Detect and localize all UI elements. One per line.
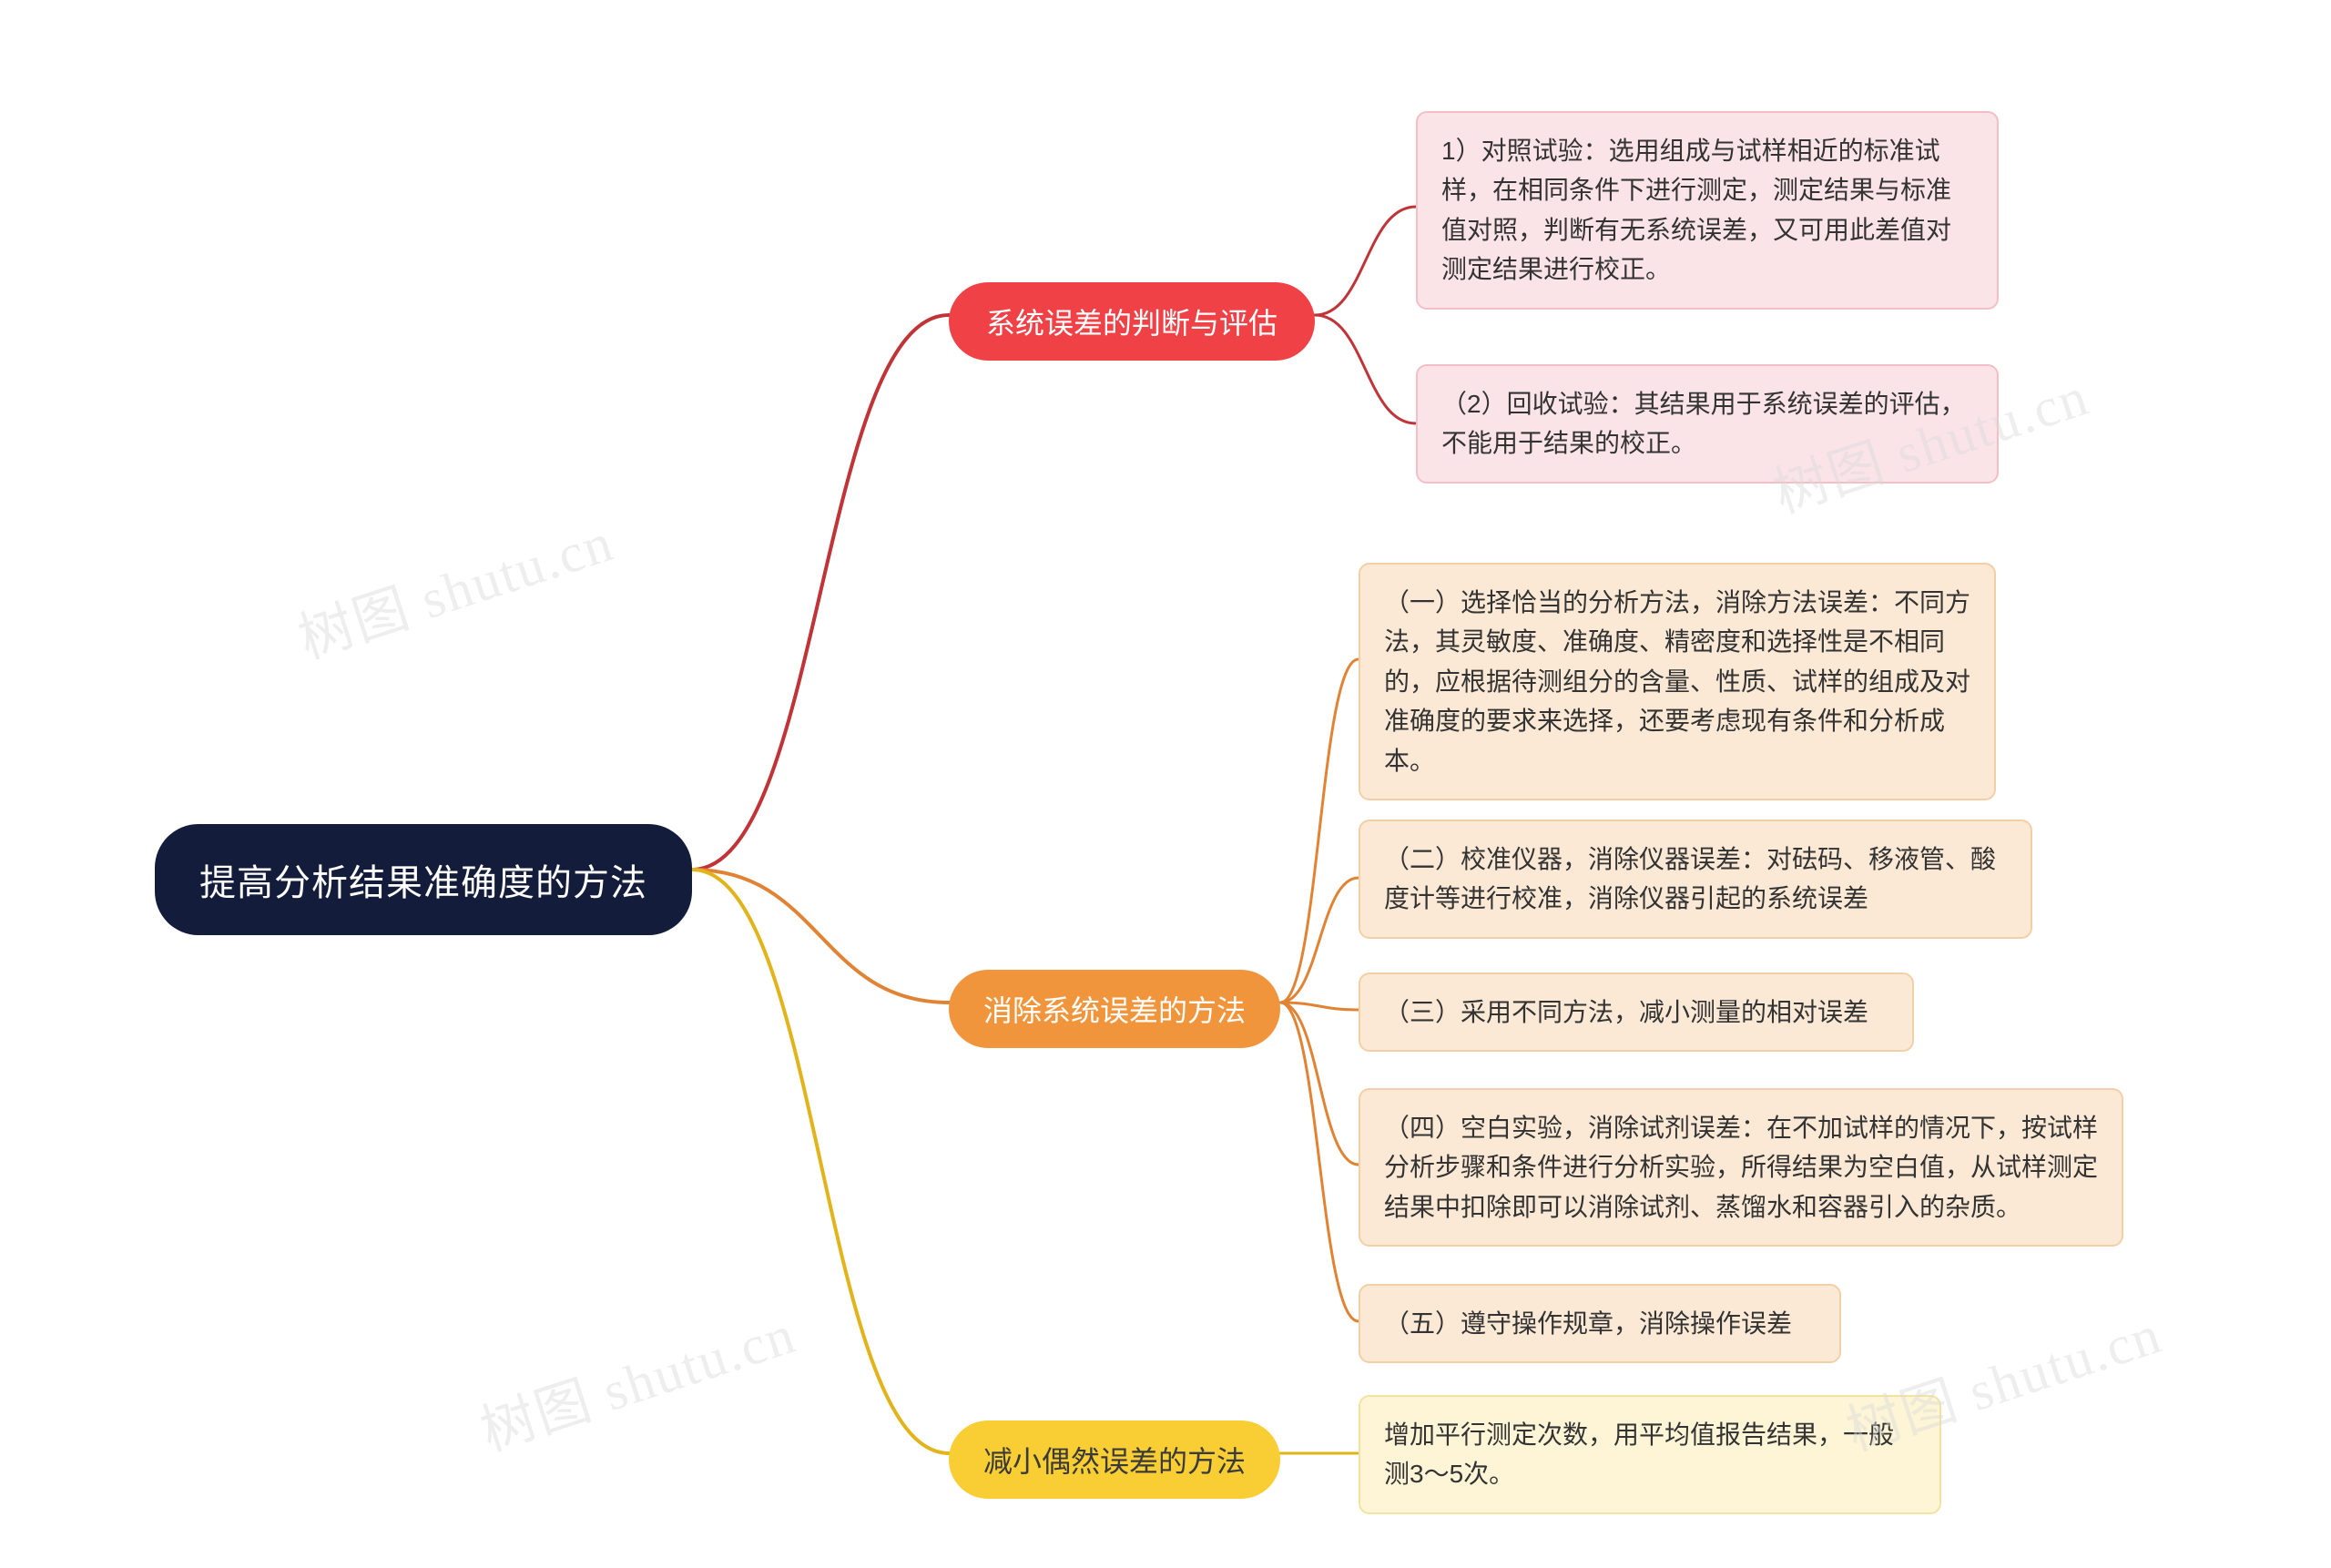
branch-b2[interactable]: 消除系统误差的方法 [949,970,1280,1048]
leaf-b2c5[interactable]: （五）遵守操作规章，消除操作误差 [1359,1284,1841,1363]
branch-b3[interactable]: 减小偶然误差的方法 [949,1420,1280,1499]
leaf-b2c3[interactable]: （三）采用不同方法，减小测量的相对误差 [1359,972,1914,1052]
leaf-b2c1[interactable]: （一）选择恰当的分析方法，消除方法误差：不同方法，其灵敏度、准确度、精密度和选择… [1359,563,1996,800]
leaf-b3c1[interactable]: 增加平行测定次数，用平均值报告结果，一般测3～5次。 [1359,1395,1941,1514]
branch-b1[interactable]: 系统误差的判断与评估 [949,282,1315,361]
leaf-b2c4[interactable]: （四）空白实验，消除试剂误差：在不加试样的情况下，按试样分析步骤和条件进行分析实… [1359,1088,2123,1247]
leaf-b1c1[interactable]: 1）对照试验：选用组成与试样相近的标准试样，在相同条件下进行测定，测定结果与标准… [1416,111,1999,310]
leaf-b2c2[interactable]: （二）校准仪器，消除仪器误差：对砝码、移液管、酸度计等进行校准，消除仪器引起的系… [1359,820,2032,939]
mindmap-canvas: { "root": { "text": "提高分析结果准确度的方法", "bg"… [0,0,2331,1568]
watermark: 树图 shutu.cn [469,1290,804,1467]
root-node[interactable]: 提高分析结果准确度的方法 [155,824,692,935]
leaf-b1c2[interactable]: （2）回收试验：其结果用于系统误差的评估，不能用于结果的校正。 [1416,364,1999,484]
watermark: 树图 shutu.cn [287,498,622,675]
